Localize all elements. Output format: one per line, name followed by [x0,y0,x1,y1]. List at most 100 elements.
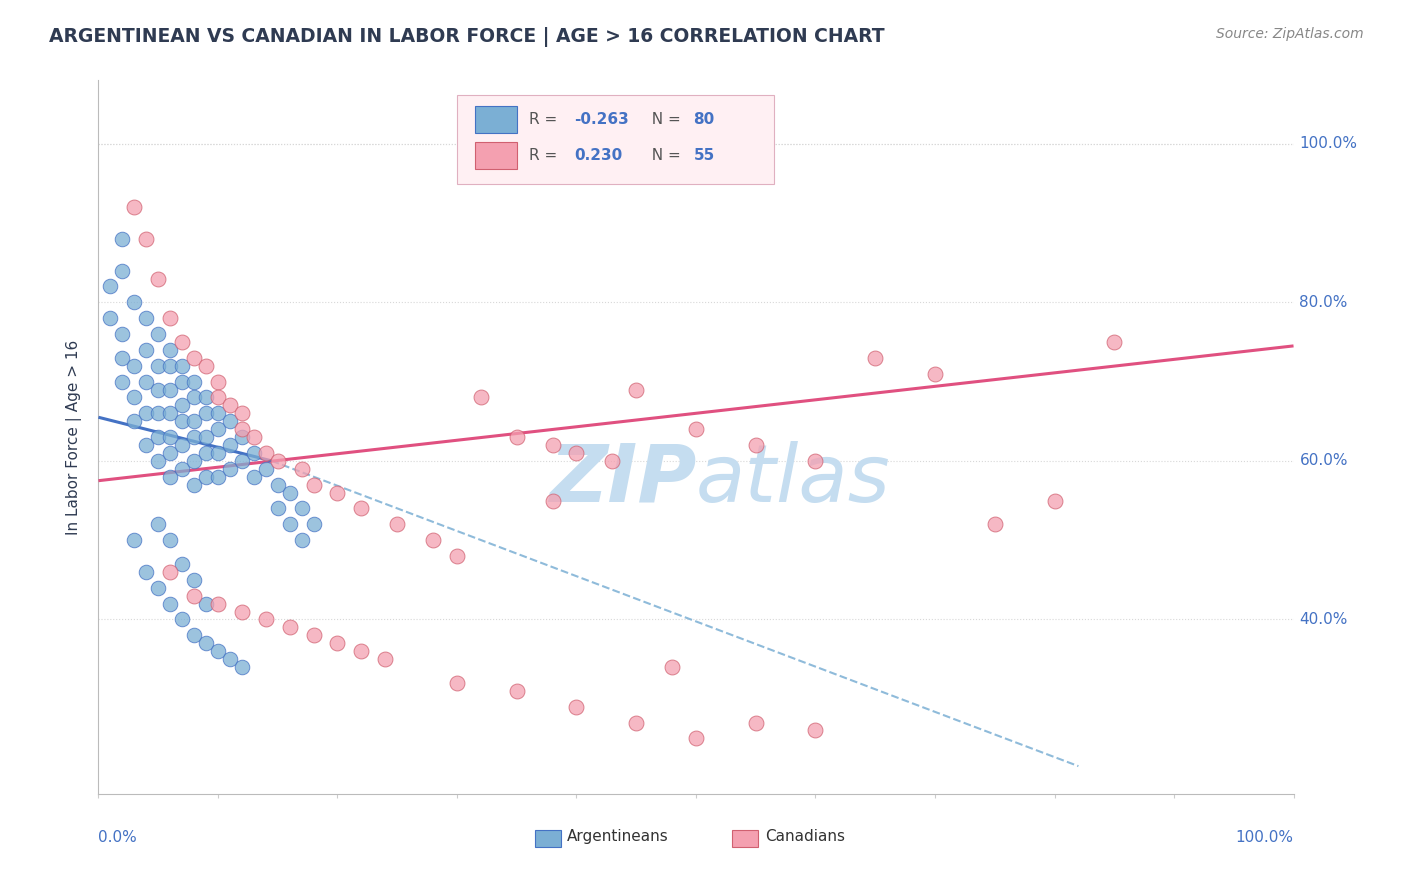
Text: 80.0%: 80.0% [1299,294,1348,310]
Point [254,446,277,460]
Point [231,454,253,468]
Point [804,723,827,738]
Point [685,422,707,436]
Point [159,383,181,397]
Point [148,271,170,285]
Text: R =: R = [529,148,562,162]
Point [148,359,170,373]
Point [183,375,205,389]
Point [111,326,134,341]
Point [195,406,218,420]
Point [302,477,325,491]
Point [183,589,205,603]
Text: 60.0%: 60.0% [1299,453,1348,468]
Bar [534,830,561,847]
Point [124,359,146,373]
Point [183,351,205,365]
Point [172,375,194,389]
Point [207,446,229,460]
Point [183,430,205,444]
Point [1104,334,1126,349]
Point [326,636,349,650]
Point [148,430,170,444]
Point [172,398,194,412]
Point [172,414,194,428]
Point [111,375,134,389]
Point [446,549,468,563]
Point [602,454,624,468]
Point [159,446,181,460]
Point [159,359,181,373]
Y-axis label: In Labor Force | Age > 16: In Labor Force | Age > 16 [66,340,83,534]
Bar [475,142,517,169]
Point [183,454,205,468]
Point [302,517,325,532]
Text: atlas: atlas [696,441,891,519]
Text: 0.0%: 0.0% [98,830,138,845]
Point [626,715,648,730]
Point [207,422,229,436]
Point [231,430,253,444]
Point [183,414,205,428]
Point [135,406,157,420]
Point [111,232,134,246]
Point [172,612,194,626]
Text: ZIP: ZIP [548,441,696,519]
Point [172,438,194,452]
Text: 55: 55 [693,148,714,162]
Point [804,454,827,468]
Point [195,469,218,483]
Point [195,446,218,460]
Point [195,430,218,444]
FancyBboxPatch shape [457,95,773,184]
Point [135,438,157,452]
Point [135,311,157,326]
Point [98,311,122,326]
Point [865,351,887,365]
Point [148,454,170,468]
Point [231,605,253,619]
Point [661,660,683,674]
Point [291,462,314,476]
Point [541,438,564,452]
Point [326,485,349,500]
Point [685,731,707,746]
Point [267,477,290,491]
Point [231,660,253,674]
Point [172,557,194,571]
Bar [475,106,517,133]
Point [374,652,396,666]
Point [159,343,181,357]
Point [231,422,253,436]
Point [207,375,229,389]
Point [183,573,205,587]
Point [207,406,229,420]
Point [254,612,277,626]
Point [302,628,325,642]
Point [231,406,253,420]
Point [267,501,290,516]
Text: 100.0%: 100.0% [1236,830,1294,845]
Point [207,391,229,405]
Point [291,501,314,516]
Point [135,232,157,246]
Point [159,430,181,444]
Point [195,391,218,405]
Point [506,430,529,444]
Point [207,469,229,483]
Point [195,359,218,373]
Point [243,469,266,483]
Bar [733,830,758,847]
Text: 40.0%: 40.0% [1299,612,1348,627]
Text: Argentineans: Argentineans [567,830,669,844]
Point [183,628,205,642]
Point [278,620,301,634]
Point [350,644,373,658]
Point [924,367,946,381]
Text: Canadians: Canadians [765,830,845,844]
Point [183,391,205,405]
Point [243,446,266,460]
Point [159,565,181,579]
Point [124,533,146,548]
Point [124,391,146,405]
